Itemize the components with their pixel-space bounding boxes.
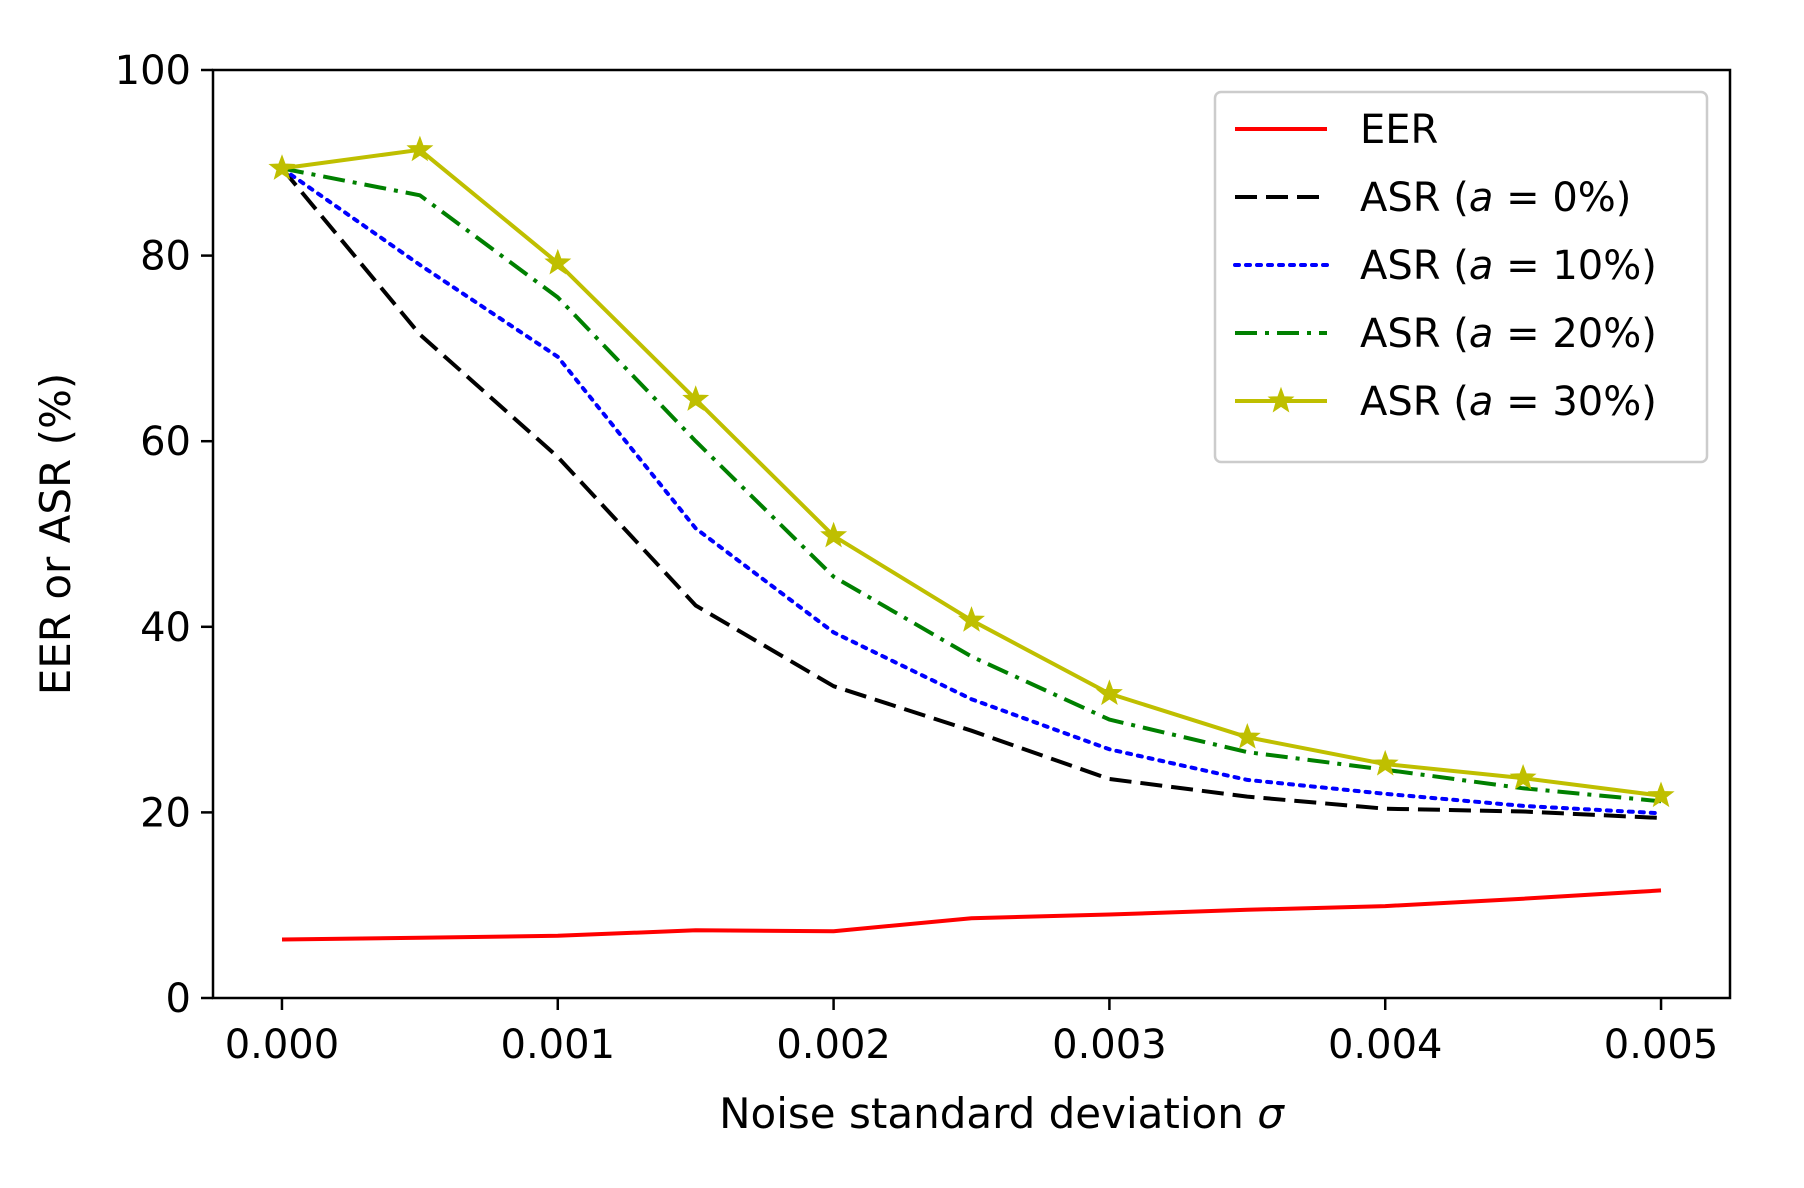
x-tick-label: 0.005 xyxy=(1604,1022,1719,1068)
plot-area xyxy=(268,135,1675,942)
y-tick-label: 20 xyxy=(140,790,191,836)
series-line-3 xyxy=(281,166,1662,804)
series-line-0 xyxy=(281,888,1662,942)
x-tick-label: 0.002 xyxy=(776,1022,891,1068)
series-point-4 xyxy=(268,154,296,180)
series-point-4 xyxy=(1371,749,1399,776)
series-line-2 xyxy=(280,166,1663,816)
legend-label-variable: a xyxy=(1469,243,1494,289)
series-point-4 xyxy=(820,521,848,548)
legend-marker-4 xyxy=(1267,386,1295,413)
legend-box xyxy=(1213,90,1709,464)
series-point-4 xyxy=(958,606,985,632)
legend-label-prefix: ASR ( xyxy=(1360,243,1469,289)
x-tick-label: 0.004 xyxy=(1328,1022,1443,1068)
legend-label-variable: a xyxy=(1469,311,1494,357)
y-tick-label: 60 xyxy=(140,419,191,465)
x-axis-label-text: Noise standard deviation xyxy=(719,1089,1244,1138)
legend-label-suffix: = 0%) xyxy=(1493,175,1631,221)
legend-label-prefix: ASR ( xyxy=(1360,311,1469,357)
axes-frame xyxy=(211,68,1732,1000)
series-point-4 xyxy=(1647,781,1675,808)
series-point-4 xyxy=(1509,763,1537,790)
y-tick-label: 0 xyxy=(166,976,191,1022)
y-tick-label: 80 xyxy=(140,234,191,280)
legend-label-prefix: ASR ( xyxy=(1360,379,1469,425)
legend-label-suffix: = 30%) xyxy=(1493,379,1656,425)
y-axis: 0 20 40 60 80 100 xyxy=(115,48,213,1022)
legend-label-suffix: = 20%) xyxy=(1493,311,1656,357)
series-point-4 xyxy=(1233,723,1261,749)
legend-label-0: EER xyxy=(1360,107,1438,153)
legend-label-variable: a xyxy=(1469,175,1494,221)
series-point-4 xyxy=(544,248,572,275)
x-axis: 0.000 0.001 0.002 0.003 0.004 0.005 xyxy=(225,998,1719,1068)
legend-label-variable: a xyxy=(1469,379,1494,425)
legend-label-1: ASR (a = 0%) xyxy=(1360,175,1631,221)
series-point-4 xyxy=(1095,679,1123,706)
legend-label-2: ASR (a = 10%) xyxy=(1360,243,1657,289)
legend-label-prefix: ASR ( xyxy=(1360,175,1469,221)
x-tick-label: 0.000 xyxy=(225,1022,340,1068)
y-tick-label: 40 xyxy=(140,605,191,651)
y-tick-label: 100 xyxy=(115,48,191,94)
x-axis-label-symbol: σ xyxy=(1257,1089,1285,1138)
x-tick-label: 0.001 xyxy=(501,1022,616,1068)
x-axis-label: Noise standard deviation σ xyxy=(719,1089,1285,1138)
y-axis-label: EER or ASR (%) xyxy=(31,373,80,696)
legend-label-suffix: = 10%) xyxy=(1493,243,1656,289)
legend-label-4: ASR (a = 30%) xyxy=(1360,379,1657,425)
legend-label-prefix: EER xyxy=(1360,107,1438,153)
legend-label-3: ASR (a = 20%) xyxy=(1360,311,1657,357)
series-point-4 xyxy=(682,385,710,411)
x-tick-label: 0.003 xyxy=(1052,1022,1167,1068)
series-line-1 xyxy=(280,167,1662,820)
series-point-4 xyxy=(406,135,434,162)
